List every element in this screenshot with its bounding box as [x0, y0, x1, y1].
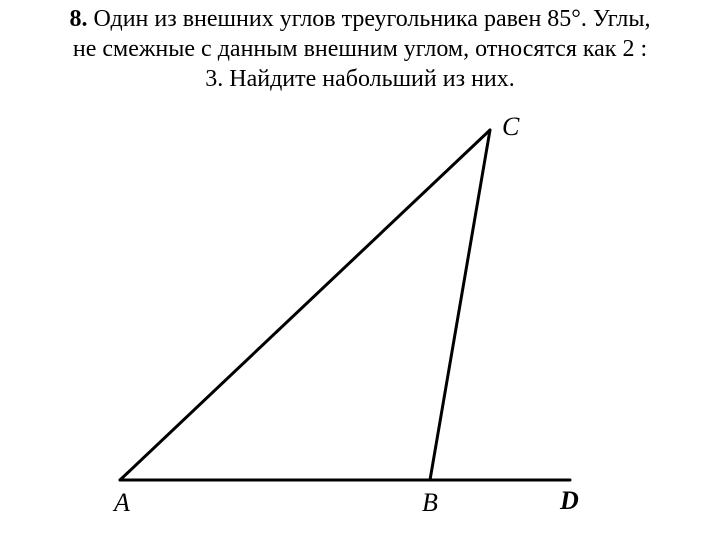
problem-number: 8.: [69, 6, 87, 32]
triangle-figure: A B C D: [60, 100, 660, 530]
vertex-label-a: A: [114, 488, 130, 518]
page-container: 8. Один из внешних углов треугольника ра…: [0, 0, 720, 540]
vertex-label-d: D: [560, 486, 579, 516]
triangle-group: [120, 130, 570, 480]
vertex-label-c: C: [502, 112, 519, 142]
problem-line2: не смежные с данным внешним углом, относ…: [73, 36, 647, 62]
problem-line1: Один из внешних углов треугольника равен…: [87, 6, 650, 32]
problem-text: 8. Один из внешних углов треугольника ра…: [0, 4, 720, 94]
problem-line3: 3. Найдите набольший из них.: [205, 66, 515, 92]
triangle-svg: [60, 100, 660, 530]
vertex-label-b: B: [422, 488, 438, 518]
